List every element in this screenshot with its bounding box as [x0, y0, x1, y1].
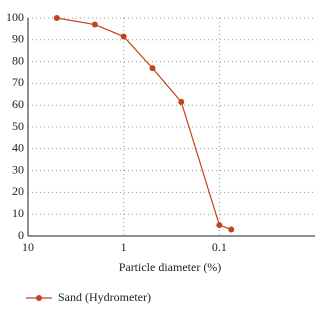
y-tick-label: 0: [18, 228, 24, 242]
data-point: [178, 98, 185, 105]
y-tick-label: 50: [12, 119, 24, 133]
data-point: [216, 222, 223, 229]
y-tick-label: 30: [12, 162, 24, 176]
data-point: [120, 33, 127, 40]
data-point: [53, 15, 60, 21]
y-tick-label: 70: [12, 75, 24, 89]
data-point: [91, 21, 98, 28]
legend-label: Sand (Hydrometer): [58, 290, 151, 304]
y-tick-label: 20: [12, 184, 24, 198]
y-tick-label: 80: [12, 53, 24, 67]
y-tick-label: 10: [12, 206, 24, 220]
x-tick-label: 10: [22, 240, 34, 254]
x-tick-label: 0.1: [212, 240, 227, 254]
legend-marker: [36, 295, 42, 301]
data-point: [228, 226, 235, 233]
y-tick-label: 60: [12, 97, 24, 111]
x-axis-label: Particle diameter (%): [119, 260, 222, 274]
y-tick-label: 90: [12, 32, 24, 46]
y-tick-label: 40: [12, 141, 24, 155]
data-point: [149, 65, 156, 72]
series-line: [56, 17, 232, 231]
y-tick-label: 100: [6, 10, 24, 24]
x-tick-label: 1: [121, 240, 127, 254]
